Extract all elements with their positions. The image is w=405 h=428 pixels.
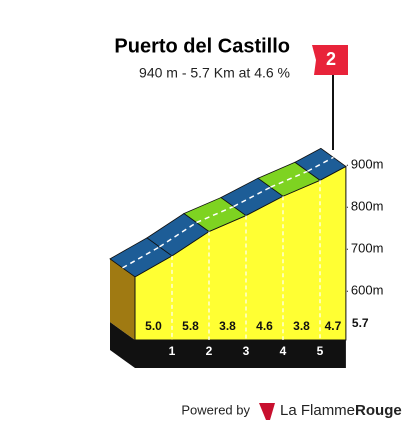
credit: Powered by	[181, 402, 250, 417]
title: Puerto del Castillo	[114, 35, 290, 57]
brand: La FlammeRouge	[280, 402, 402, 419]
km-label: 5	[317, 344, 324, 358]
brand-a: La Flamme	[280, 402, 355, 419]
subtitle: 940 m - 5.7 Km at 4.6 %	[139, 65, 290, 81]
center-line	[159, 221, 197, 248]
km-label: 3	[243, 344, 250, 358]
center-line	[270, 170, 308, 188]
gradient-label: 3.8	[219, 319, 236, 333]
gradient-label: 3.8	[293, 319, 310, 333]
plot: 600m 700m 800m 900m 5.0 5.8 3.8 4.6 3.8 4.7 1 2 3 4 5 5…	[109, 147, 384, 368]
segment	[294, 147, 347, 181]
gradient-label: 5.8	[182, 319, 199, 333]
base	[110, 322, 346, 368]
gradient-label: 5.0	[145, 319, 162, 333]
side-face	[110, 258, 135, 340]
km-label: 2	[206, 344, 213, 358]
gradient-label: 4.6	[256, 319, 273, 333]
km-label: 4	[280, 344, 287, 358]
brand-b: Rouge	[355, 402, 402, 419]
y-tick-label: 900m	[351, 157, 384, 172]
y-tick-label: 700m	[351, 241, 384, 256]
center-line	[307, 156, 334, 172]
gradient-label: 4.7	[325, 319, 342, 333]
center-line	[122, 246, 160, 269]
y-tick-label: 600m	[351, 283, 384, 298]
y-tick-label: 800m	[351, 199, 384, 214]
logo	[259, 403, 275, 420]
flag	[312, 45, 348, 75]
total-distance: 5.7	[352, 316, 369, 330]
center-line	[233, 186, 271, 208]
category-badge: 2	[326, 49, 336, 69]
km-label: 1	[169, 344, 176, 358]
center-line	[196, 205, 234, 224]
